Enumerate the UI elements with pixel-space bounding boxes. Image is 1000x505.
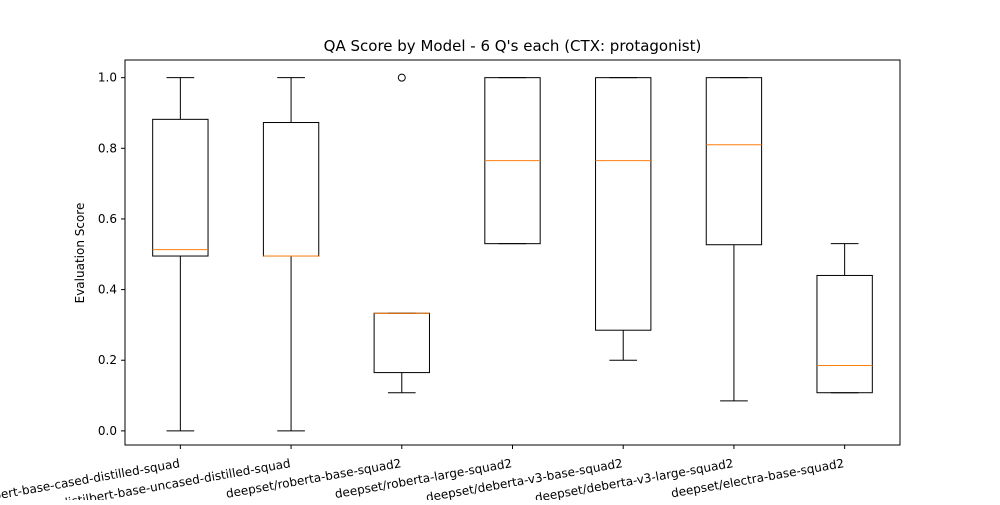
box-iqr: [705, 77, 763, 246]
box-iqr: [373, 312, 430, 374]
box-iqr: [595, 77, 652, 331]
y-tick-label: 0.0: [98, 424, 117, 438]
axes-frame: [124, 59, 901, 446]
outlier-point: [397, 73, 406, 82]
y-tick-label: 1.0: [98, 71, 117, 85]
y-axis-label: Evaluation Score: [73, 203, 87, 304]
y-tick-label: 0.2: [98, 353, 117, 367]
y-tick-label: 0.4: [98, 283, 117, 297]
plot-area: 0.00.20.40.60.81.0distilbert-base-cased-…: [0, 59, 901, 505]
box-iqr: [816, 274, 873, 394]
y-tick-label: 0.8: [98, 141, 117, 155]
box-iqr: [262, 122, 320, 257]
chart-title: QA Score by Model - 6 Q's each (CTX: pro…: [324, 37, 702, 55]
y-tick-label: 0.6: [98, 212, 117, 226]
box-iqr: [152, 118, 209, 257]
